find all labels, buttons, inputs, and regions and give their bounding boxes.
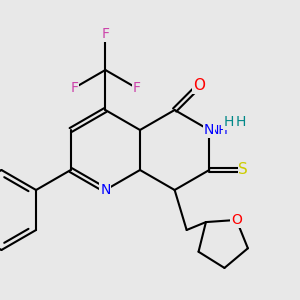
Text: O: O bbox=[231, 213, 242, 227]
Text: O: O bbox=[193, 79, 205, 94]
Text: H: H bbox=[235, 115, 246, 129]
Text: S: S bbox=[238, 163, 248, 178]
Text: F: F bbox=[101, 27, 110, 41]
Text: NH: NH bbox=[209, 124, 228, 136]
Text: F: F bbox=[133, 81, 141, 95]
Text: N: N bbox=[100, 183, 110, 197]
Text: H: H bbox=[224, 115, 235, 129]
Text: F: F bbox=[70, 81, 78, 95]
Text: N: N bbox=[204, 123, 214, 137]
